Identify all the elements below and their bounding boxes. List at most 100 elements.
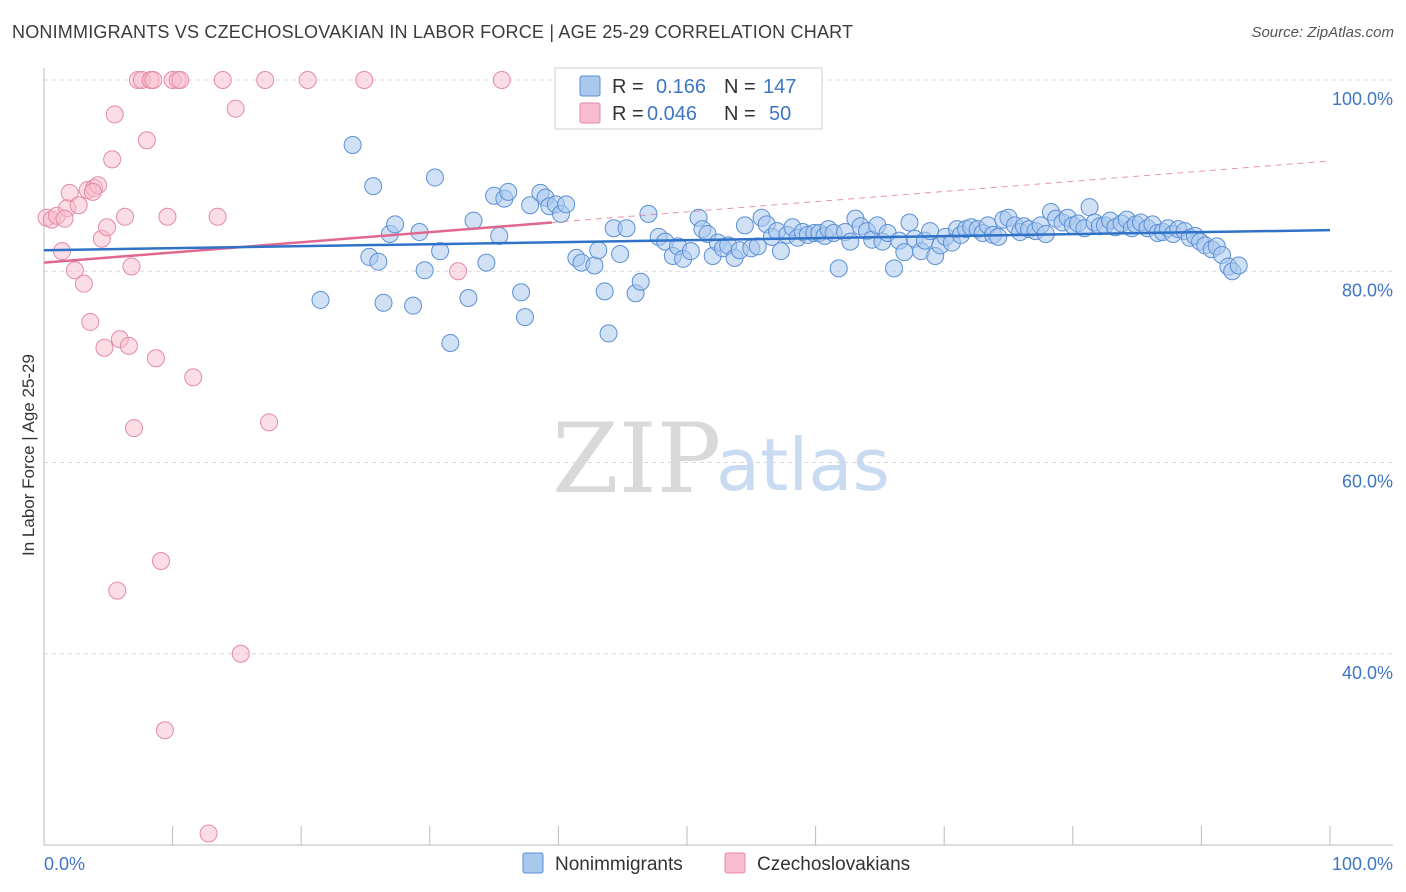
y-tick-label: 40.0% [1342,663,1393,683]
nonimmigrants-point [1229,256,1248,275]
nonimmigrants-point [343,136,362,155]
nonimmigrants-point [595,282,614,301]
czechoslovakians-point [60,183,79,202]
series-legend-label-nonimmigrants: Nonimmigrants [555,854,683,875]
czechoslovakians-point [298,71,317,89]
czechoslovakians-point [119,336,138,355]
nonimmigrants-point [611,245,630,264]
czechoslovakians-point [146,349,165,368]
czechoslovakians-trend-extension [551,160,1331,223]
nonimmigrants-point [735,216,754,235]
y-tick-label: 80.0% [1342,280,1393,300]
nonimmigrants-point [617,219,636,238]
czechoslovakians-point [125,419,144,438]
nonimmigrants-point [477,253,496,272]
nonimmigrants-point [599,324,618,343]
legend-r-value-1: 0.046 [647,103,697,125]
legend-r-label-1: R = [612,103,644,125]
czechoslovakians-point [226,99,245,118]
chart-title: NONIMMIGRANTS VS CZECHOSLOVAKIAN IN LABO… [12,22,854,42]
nonimmigrants-point [364,177,383,196]
czechoslovakians-point [144,71,163,89]
nonimmigrants-point [369,252,388,271]
nonimmigrants-point [499,182,518,201]
nonimmigrants-point [841,232,860,251]
czechoslovakians-points [37,71,511,843]
czechoslovakians-trend-line [43,221,553,264]
nonimmigrants-point [989,227,1008,246]
nonimmigrants-trend-line [43,228,1331,252]
y-axis-title: In Labor Force | Age 25-29 [19,354,38,556]
watermark-atlas: atlas [716,423,890,507]
czechoslovakians-point [108,581,127,600]
czechoslovakians-point [103,150,122,169]
nonimmigrants-point [459,289,478,308]
nonimmigrants-point [589,241,608,260]
czechoslovakians-point [122,257,141,276]
y-tick-label: 100.0% [1332,89,1393,109]
nonimmigrants-point [441,333,460,352]
czechoslovakians-point [137,131,156,150]
czechoslovakians-point [74,274,93,293]
czechoslovakians-point [65,261,84,280]
czechoslovakians-point [55,209,74,228]
czechoslovakians-point [105,105,124,124]
legend-swatch-nonimmigrants [579,75,601,97]
nonimmigrants-point [681,242,700,261]
nonimmigrants-point [771,242,790,261]
czechoslovakians-point [152,551,171,570]
czechoslovakians-point [81,312,100,331]
nonimmigrants-point [515,308,534,327]
czechoslovakians-point [260,413,279,432]
source-label: Source: ZipAtlas.com [1251,24,1394,41]
nonimmigrants-point [386,215,405,234]
watermark: ZIP atlas [552,403,890,515]
legend-swatch-czechoslovakians [579,102,601,124]
series-legend: Nonimmigrants Czechoslovakians [522,852,910,875]
czechoslovakians-point [83,182,102,201]
watermark-zip: ZIP [552,403,721,515]
nonimmigrants-point [585,256,604,275]
x-tick-label: 0.0% [44,854,85,874]
x-tick-label: 100.0% [1332,854,1393,874]
nonimmigrants-point [464,211,483,230]
czechoslovakians-point [95,338,114,357]
czechoslovakians-point [199,824,218,843]
legend-r-label-0: R = [612,76,644,98]
nonimmigrants-point [900,213,919,232]
nonimmigrants-point [431,242,450,261]
axes [43,68,1393,846]
czechoslovakians-point [69,196,88,215]
y-tick-label: 60.0% [1342,472,1393,492]
czechoslovakians-point [449,262,468,281]
czechoslovakians-point [256,71,275,89]
nonimmigrants-point [374,293,393,312]
nonimmigrants-point [311,290,330,309]
nonimmigrants-point [521,196,540,215]
legend-n-value-1: 50 [769,103,791,125]
legend-r-value-0: 0.166 [656,76,706,98]
series-legend-swatch-nonimmigrants [522,852,544,874]
nonimmigrants-point [885,259,904,278]
czechoslovakians-point [231,644,250,663]
nonimmigrants-point [639,204,658,223]
czechoslovakians-point [171,71,190,89]
legend-n-label-1: N = [724,103,756,125]
nonimmigrants-point [829,259,848,278]
stats-legend: R = 0.166 N = 147 R = 0.046 N = 50 [554,67,823,130]
grid-lines [44,79,1393,655]
series-legend-label-czechoslovakians: Czechoslovakians [757,854,910,875]
legend-n-value-0: 147 [763,76,796,98]
czechoslovakians-point [492,71,511,89]
nonimmigrants-point [1080,198,1099,217]
czechoslovakians-point [158,207,177,226]
legend-n-label-0: N = [724,76,756,98]
nonimmigrants-point [415,261,434,280]
trend-lines [43,160,1331,264]
czechoslovakians-point [184,368,203,387]
czechoslovakians-point [98,218,117,237]
nonimmigrants-point [557,195,576,214]
nonimmigrants-point [631,272,650,291]
y-tick-labels: 40.0% 60.0% 80.0% 100.0% [1332,89,1393,683]
